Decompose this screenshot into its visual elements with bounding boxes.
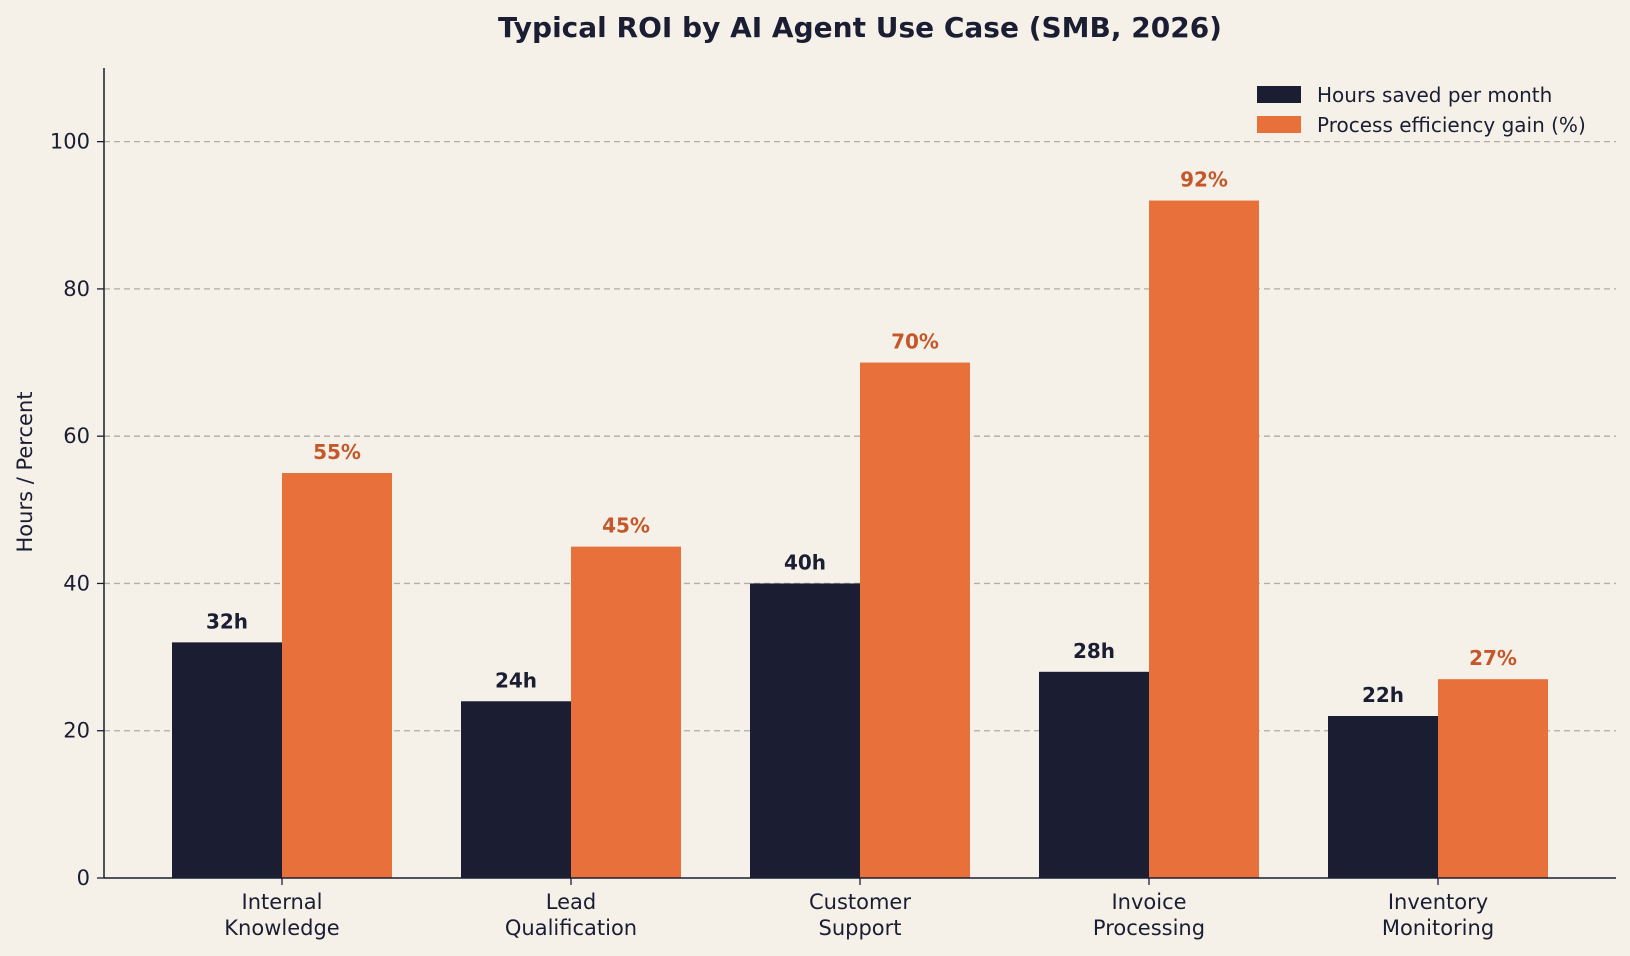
bar-efficiency — [1438, 679, 1548, 878]
x-tick-label: Lead — [546, 890, 596, 914]
x-tick-label: Customer — [809, 890, 911, 914]
x-tick-label: Processing — [1093, 916, 1205, 940]
data-label-efficiency: 45% — [602, 514, 650, 538]
bar-hours — [1039, 671, 1149, 878]
bar-efficiency — [1149, 200, 1259, 878]
bar-hours — [1328, 716, 1438, 878]
legend-swatch — [1257, 116, 1301, 133]
chart-title: Typical ROI by AI Agent Use Case (SMB, 2… — [498, 11, 1222, 44]
bars — [172, 200, 1548, 879]
y-tick-label: 60 — [63, 424, 90, 448]
y-tick-label: 0 — [77, 866, 90, 890]
y-tick-label: 40 — [63, 571, 90, 595]
x-tick-label: Inventory — [1388, 890, 1488, 914]
x-tick-label: Knowledge — [224, 916, 339, 940]
data-label-efficiency: 27% — [1469, 646, 1517, 670]
data-label-efficiency: 70% — [891, 330, 939, 354]
y-axis-label: Hours / Percent — [13, 392, 37, 553]
bar-hours — [461, 701, 571, 878]
y-tick-label: 20 — [63, 719, 90, 743]
legend-swatch — [1257, 86, 1301, 103]
x-tick-label: Internal — [242, 890, 323, 914]
bar-efficiency — [860, 362, 970, 879]
y-tick-label: 100 — [50, 130, 90, 154]
data-label-hours: 40h — [784, 550, 826, 574]
x-tick-label: Support — [818, 916, 901, 940]
bar-hours — [172, 642, 282, 878]
data-label-hours: 28h — [1073, 639, 1115, 663]
legend-label: Process efficiency gain (%) — [1317, 113, 1586, 137]
bar-efficiency — [282, 473, 392, 878]
data-label-hours: 24h — [495, 668, 537, 692]
data-label-hours: 32h — [206, 609, 248, 633]
data-label-hours: 22h — [1362, 683, 1404, 707]
legend-label: Hours saved per month — [1317, 83, 1552, 107]
bar-efficiency — [571, 546, 681, 878]
data-label-efficiency: 55% — [313, 440, 361, 464]
x-tick-label: Qualification — [505, 916, 637, 940]
x-tick-label: Monitoring — [1382, 916, 1494, 940]
bar-hours — [750, 583, 860, 878]
y-tick-label: 80 — [63, 277, 90, 301]
data-label-efficiency: 92% — [1180, 168, 1228, 192]
x-tick-label: Invoice — [1111, 890, 1186, 914]
data-labels: 32h 55% 24h 45% 40h 70% 28h 92% 22h 27% — [206, 168, 1517, 707]
legend: Hours saved per month Process efficiency … — [1257, 83, 1586, 137]
